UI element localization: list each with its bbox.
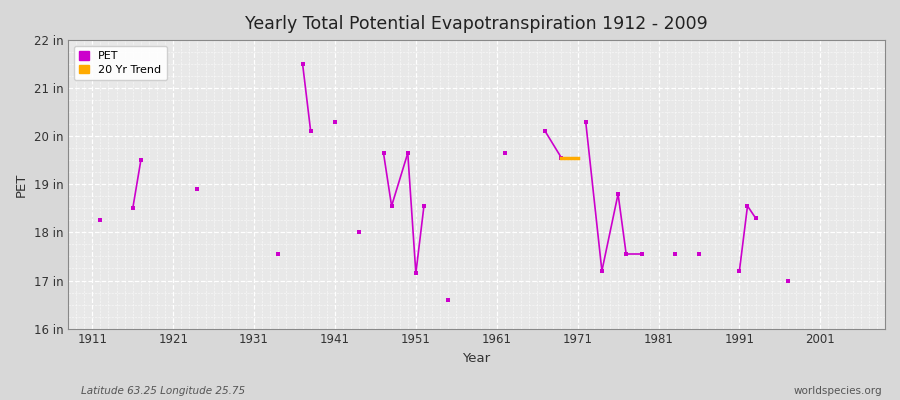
Text: worldspecies.org: worldspecies.org (794, 386, 882, 396)
Legend: PET, 20 Yr Trend: PET, 20 Yr Trend (74, 46, 166, 80)
Text: Latitude 63.25 Longitude 25.75: Latitude 63.25 Longitude 25.75 (81, 386, 245, 396)
Y-axis label: PET: PET (15, 172, 28, 196)
X-axis label: Year: Year (463, 352, 491, 365)
Title: Yearly Total Potential Evapotranspiration 1912 - 2009: Yearly Total Potential Evapotranspiratio… (245, 15, 708, 33)
